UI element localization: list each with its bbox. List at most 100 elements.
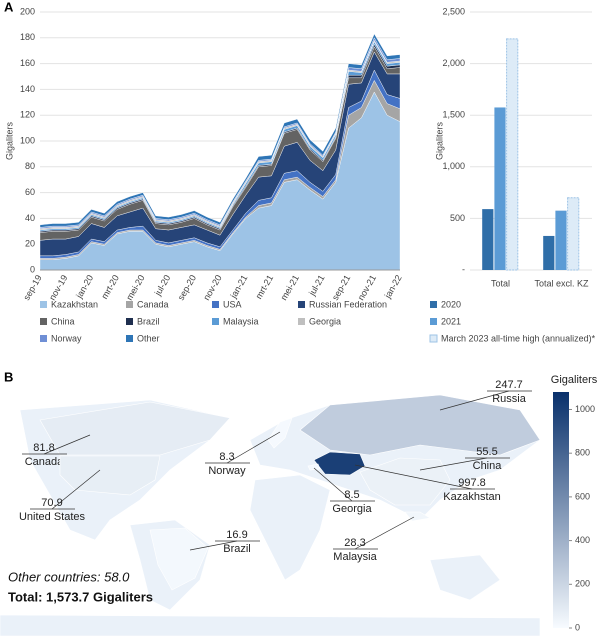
x-tick-label: nov-19	[47, 273, 69, 302]
country-label: Kazakhstan	[443, 491, 500, 503]
legend-swatch	[212, 301, 219, 308]
value-label: 997.8	[458, 477, 486, 489]
value-label: 247.7	[495, 379, 523, 391]
legend-label: Malaysia	[223, 316, 259, 326]
bar	[555, 210, 567, 270]
area	[39, 33, 401, 228]
country-label: Georgia	[332, 503, 372, 515]
country	[359, 457, 451, 506]
annotation: Other countries: 58.0	[8, 569, 130, 584]
x-tick-label: nov-20	[201, 273, 223, 302]
x-tick-label: mei-20	[124, 273, 146, 302]
value-label: 55.5	[476, 446, 497, 458]
panel-label: A	[4, 0, 14, 14]
country-label: Canada	[25, 456, 64, 468]
bar	[482, 209, 494, 270]
legend-label: March 2023 all-time high (annualized)*	[441, 333, 596, 343]
legend-label: Kazakhstan	[51, 299, 98, 309]
legend-swatch	[430, 301, 437, 308]
x-tick-label: jan-21	[228, 273, 250, 301]
x-tick-label: sep-19	[21, 273, 43, 302]
leader-line	[419, 457, 488, 471]
x-tick-label: Total	[491, 278, 510, 288]
country	[267, 417, 293, 449]
y-tick-label: 140	[20, 84, 35, 94]
y-tick-label: 120	[20, 110, 35, 120]
country-label: Russia	[492, 393, 527, 405]
leader-line	[439, 390, 510, 411]
legend-swatch	[429, 334, 438, 343]
colorbar-tick-label: 200	[575, 579, 590, 589]
x-tick-label: jan-20	[74, 273, 96, 301]
country	[299, 394, 541, 456]
colorbar	[553, 392, 569, 628]
y-tick-label: 2,500	[442, 6, 465, 16]
x-tick-label: mrt-21	[254, 273, 276, 301]
y-tick-label: 160	[20, 58, 35, 68]
country-label: Malaysia	[333, 551, 377, 563]
legend-label: USA	[223, 299, 242, 309]
y-tick-label: 1,000	[442, 161, 465, 171]
country-label: China	[473, 460, 503, 472]
bar	[567, 197, 580, 271]
legend-swatch	[126, 335, 133, 342]
leader-line	[313, 467, 353, 502]
x-tick-label: nov-21	[356, 273, 378, 302]
x-tick-label: jul-20	[152, 273, 172, 298]
y-tick-label: 60	[25, 187, 35, 197]
colorbar-title: Gigaliters	[551, 374, 598, 386]
y-tick-label: 200	[20, 6, 35, 16]
y-axis-label: Gigaliters	[4, 121, 14, 160]
legend-swatch	[126, 318, 133, 325]
country	[149, 527, 209, 591]
legend-label: Georgia	[309, 316, 341, 326]
colorbar-tick-label: 800	[575, 448, 590, 458]
legend-label: Brazil	[137, 316, 160, 326]
country	[307, 463, 321, 471]
leader-line	[354, 464, 473, 490]
y-tick-label: 80	[25, 161, 35, 171]
y-tick-label: 500	[450, 213, 465, 223]
x-tick-label: jul-21	[306, 273, 326, 298]
country	[39, 401, 231, 456]
x-tick-label: mei-21	[279, 273, 301, 302]
bar	[494, 107, 506, 271]
legend-swatch	[430, 318, 437, 325]
legend-swatch	[126, 301, 133, 308]
value-label: 70.9	[41, 497, 62, 509]
x-tick-label: mrt-20	[99, 273, 121, 301]
y-tick-label: 0	[30, 264, 35, 274]
leader-line	[226, 431, 281, 464]
value-label: 28.3	[344, 537, 365, 549]
leader-line	[354, 516, 415, 550]
y-tick-label: -	[462, 264, 465, 274]
country	[313, 451, 366, 476]
panel-label: B	[4, 369, 13, 384]
bar	[506, 38, 519, 271]
y-tick-label: 180	[20, 32, 35, 42]
legend-swatch	[40, 301, 47, 308]
x-tick-label: Total excl. KZ	[534, 278, 589, 288]
legend-label: 2021	[441, 316, 461, 326]
colorbar-tick-label: 600	[575, 491, 590, 501]
value-label: 16.9	[226, 529, 247, 541]
bar	[543, 235, 555, 270]
legend-label: China	[51, 316, 75, 326]
leader-line	[51, 469, 101, 510]
y-axis-label: Gigaliters	[434, 121, 444, 160]
country	[59, 455, 161, 496]
colorbar-tick-label: 400	[575, 535, 590, 545]
leader-line	[43, 434, 91, 455]
y-tick-label: 2,000	[442, 58, 465, 68]
country-label: United States	[19, 511, 86, 523]
legend-swatch	[40, 318, 47, 325]
legend-label: Russian Federation	[309, 299, 387, 309]
legend-label: Norway	[51, 333, 82, 343]
legend-label: 2020	[441, 299, 461, 309]
colorbar-tick-label: 0	[575, 622, 580, 632]
x-tick-label: jan-22	[382, 273, 404, 301]
value-label: 8.3	[219, 451, 234, 463]
legend-label: Canada	[137, 299, 169, 309]
legend-swatch	[212, 318, 219, 325]
legend-swatch	[40, 335, 47, 342]
